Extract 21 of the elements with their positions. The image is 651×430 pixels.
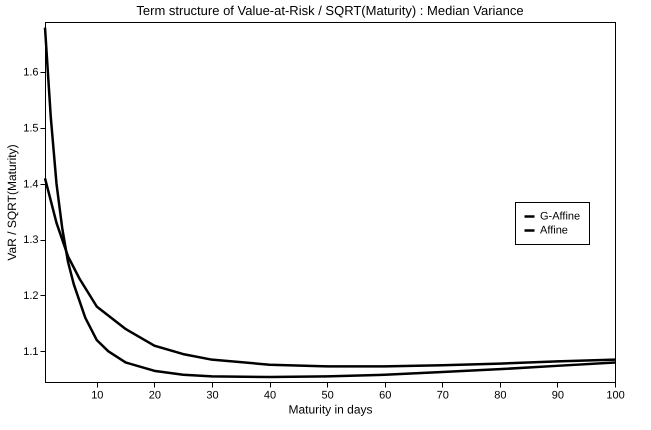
x-tick-label: 100 xyxy=(606,390,625,402)
x-tick-label: 10 xyxy=(91,390,104,402)
legend-label: G-Affine xyxy=(540,210,580,222)
y-tick-label: 1.4 xyxy=(23,178,38,190)
chart-title: Term structure of Value-at-Risk / SQRT(Maturity) : Median Variance xyxy=(136,3,524,18)
x-tick-label: 90 xyxy=(552,390,564,402)
y-axis-title: VaR / SQRT(Maturity) xyxy=(5,144,20,261)
y-tick-label: 1.2 xyxy=(23,290,38,302)
x-tick-label: 50 xyxy=(321,390,334,402)
x-tick-label: 60 xyxy=(379,390,392,402)
y-tick-label: 1.5 xyxy=(23,122,38,135)
x-tick-label: 70 xyxy=(436,390,449,402)
y-tick-label: 1.3 xyxy=(23,234,38,246)
x-axis-title: Maturity in days xyxy=(288,402,373,416)
y-tick-label: 1.6 xyxy=(23,66,38,79)
x-tick-label: 30 xyxy=(206,390,219,402)
legend-label: Affine xyxy=(540,224,568,236)
x-tick-label: 20 xyxy=(148,390,162,402)
x-tick-label: 80 xyxy=(494,390,506,402)
y-tick-label: 1.1 xyxy=(23,346,38,358)
x-tick-label: 40 xyxy=(264,390,276,402)
